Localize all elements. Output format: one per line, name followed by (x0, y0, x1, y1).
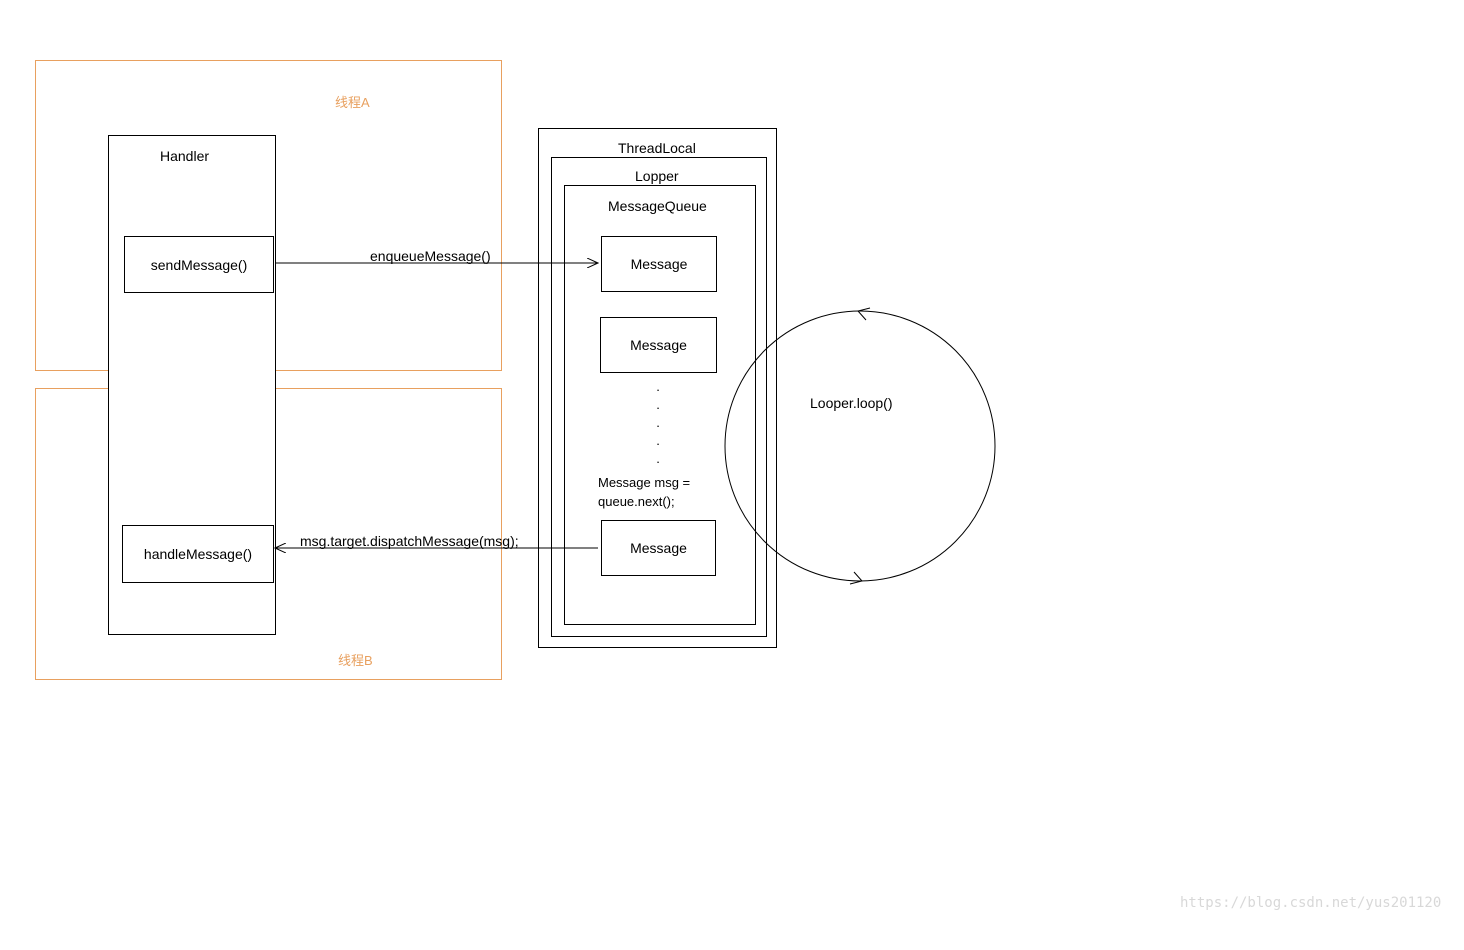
looper-label: Lopper (635, 168, 679, 184)
message-box-3: Message (601, 520, 716, 576)
messagequeue-label: MessageQueue (608, 198, 707, 214)
msg-next-label-1: Message msg = (598, 475, 690, 490)
watermark: https://blog.csdn.net/yus201120 (1180, 895, 1441, 911)
send-message-label: sendMessage() (151, 257, 248, 273)
message-label-3: Message (630, 540, 687, 556)
message-box-2: Message (600, 317, 717, 373)
message-label-2: Message (630, 337, 687, 353)
handler-label: Handler (160, 148, 209, 164)
dispatch-label: msg.target.dispatchMessage(msg); (300, 533, 519, 549)
thread-a-label: 线程A (335, 92, 370, 111)
thread-b-label: 线程B (338, 650, 373, 669)
diagram-container: 线程A 线程B Handler sendMessage() handleMess… (0, 0, 1464, 950)
loop-arrow-top (858, 308, 870, 320)
threadlocal-label: ThreadLocal (618, 140, 696, 156)
send-message-box: sendMessage() (124, 236, 274, 293)
handle-message-box: handleMessage() (122, 525, 274, 583)
handle-message-label: handleMessage() (144, 546, 252, 562)
ellipsis-dots: ..... (653, 378, 663, 468)
msg-next-label-2: queue.next(); (598, 494, 675, 509)
loop-label: Looper.loop() (810, 395, 893, 411)
message-box-1: Message (601, 236, 717, 292)
enqueue-label: enqueueMessage() (370, 248, 491, 264)
loop-arrow-bottom (850, 572, 862, 584)
message-label-1: Message (631, 256, 688, 272)
